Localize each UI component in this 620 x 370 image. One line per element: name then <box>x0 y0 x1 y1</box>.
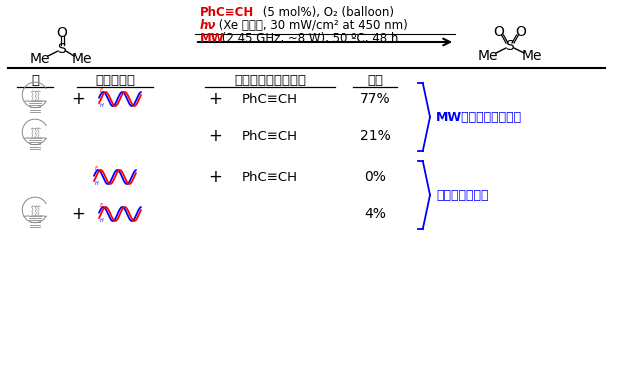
Text: 光、触媒が必須: 光、触媒が必須 <box>436 188 489 202</box>
Text: (5 mol%), O₂ (balloon): (5 mol%), O₂ (balloon) <box>259 6 394 18</box>
Text: E: E <box>95 166 98 171</box>
Text: O: O <box>516 25 526 39</box>
Text: E: E <box>100 204 103 208</box>
Text: Me: Me <box>30 52 50 66</box>
Text: (Xe 白色光, 30 mW/cm² at 450 nm): (Xe 白色光, 30 mW/cm² at 450 nm) <box>215 18 408 31</box>
Text: O: O <box>494 25 505 39</box>
Text: +: + <box>208 90 222 108</box>
Text: Me: Me <box>522 49 542 63</box>
Text: 21%: 21% <box>360 129 391 143</box>
Text: H: H <box>95 181 99 185</box>
Text: H: H <box>100 102 104 108</box>
Text: 光: 光 <box>31 74 39 87</box>
Text: O: O <box>56 26 68 40</box>
Text: E: E <box>100 88 103 93</box>
Text: +: + <box>71 90 85 108</box>
Text: +: + <box>71 205 85 223</box>
Text: +: + <box>208 168 222 186</box>
Text: 4%: 4% <box>364 207 386 221</box>
Text: MW: MW <box>200 31 224 44</box>
Text: Me: Me <box>478 49 498 63</box>
Text: 収率: 収率 <box>367 74 383 87</box>
Text: PhC≡CH: PhC≡CH <box>200 6 254 18</box>
Text: PhC≡CH: PhC≡CH <box>242 92 298 105</box>
Text: フェニルアセチレン: フェニルアセチレン <box>234 74 306 87</box>
Text: S: S <box>58 42 66 56</box>
Text: S: S <box>506 39 515 53</box>
Text: Me: Me <box>72 52 92 66</box>
Text: マイクロ波: マイクロ波 <box>95 74 135 87</box>
Text: 77%: 77% <box>360 92 391 106</box>
Text: PhC≡CH: PhC≡CH <box>242 130 298 142</box>
Text: MW効果を題著に観測: MW効果を題著に観測 <box>436 111 522 124</box>
Text: H: H <box>100 218 104 222</box>
Text: (2.45 GHz, ~8 W), 50 ºC, 48 h: (2.45 GHz, ~8 W), 50 ºC, 48 h <box>218 31 399 44</box>
Text: PhC≡CH: PhC≡CH <box>242 171 298 184</box>
Text: +: + <box>208 127 222 145</box>
Text: 0%: 0% <box>364 170 386 184</box>
Text: hν: hν <box>200 18 216 31</box>
